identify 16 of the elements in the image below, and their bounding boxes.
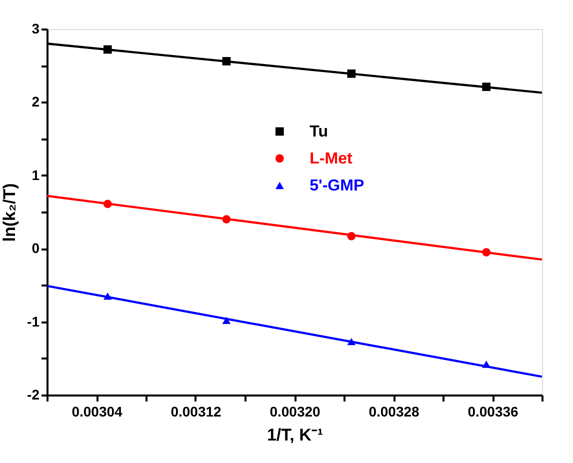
x-tick-label: 0.00312: [170, 404, 222, 420]
x-tick-label: 0.00304: [72, 404, 123, 420]
legend-label: 5'-GMP: [310, 177, 364, 194]
y-tick-label: 3: [32, 20, 40, 36]
legend-label: L-Met: [310, 150, 353, 168]
y-tick-label: -2: [27, 386, 40, 402]
y-tick-label: 1: [32, 166, 40, 183]
x-tick-label: 0.00336: [468, 404, 519, 420]
x-tick-label: 0.00320: [270, 404, 321, 420]
y-axis-title: ln(k₂/T): [0, 183, 20, 242]
y-tick-label: 2: [32, 94, 40, 110]
y-tick-label: 0: [32, 240, 40, 256]
x-axis-title: 1/T, K⁻¹: [266, 426, 324, 444]
legend-label: Tu: [310, 123, 328, 140]
x-tick-label: 0.00328: [368, 404, 420, 420]
y-tick-label: -1: [27, 313, 40, 330]
